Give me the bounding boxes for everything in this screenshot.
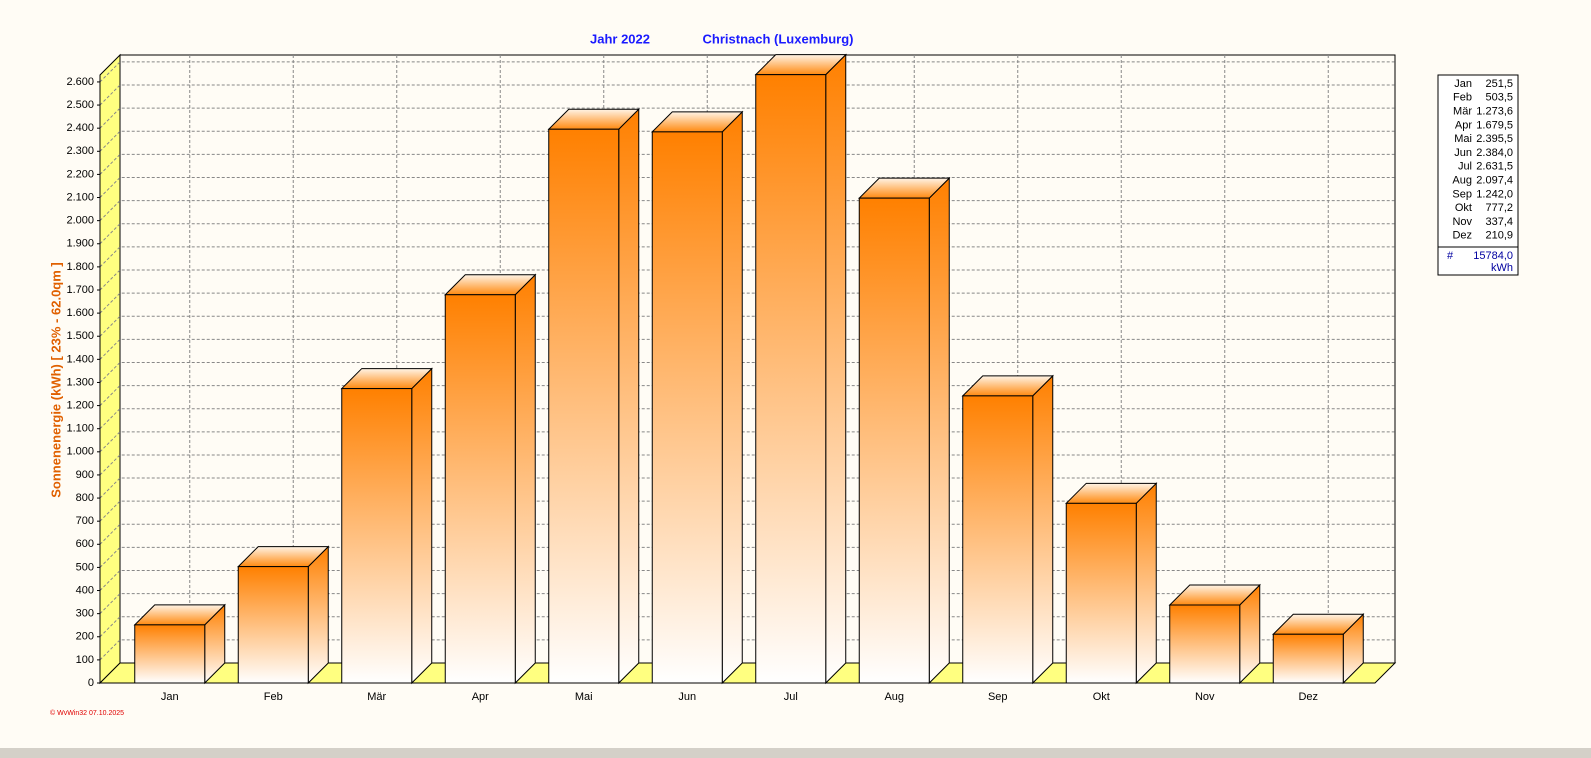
y-tick-label: 2.400 — [66, 122, 94, 134]
x-tick-label: Nov — [1195, 691, 1215, 703]
y-tick-label: 2.200 — [66, 168, 94, 180]
x-tick-label: Aug — [884, 691, 904, 703]
y-tick-label: 1.000 — [66, 446, 94, 458]
bar-side — [1032, 374, 1054, 685]
y-tick-label: 1.600 — [66, 307, 94, 319]
bar — [444, 294, 516, 684]
bar — [341, 388, 413, 684]
bar-side — [1135, 482, 1157, 685]
y-tick-label: 2.100 — [66, 191, 94, 203]
bar — [134, 624, 206, 684]
legend-value: 503,5 — [1485, 92, 1513, 104]
total-symbol: # — [1447, 250, 1454, 262]
y-tick-label: 1.300 — [66, 376, 94, 388]
y-tick-label: 900 — [76, 469, 94, 481]
bar — [962, 395, 1034, 684]
status-bar — [0, 748, 1591, 758]
bar-side — [514, 273, 536, 685]
y-axis-label: Sonnenenergie (kWh) [ 23% - 62.0qm ] — [48, 262, 63, 498]
bar — [548, 128, 620, 684]
chart-subtitle: Christnach (Luxemburg) — [703, 31, 854, 46]
legend-value: 777,2 — [1485, 202, 1513, 214]
legend-month: Sep — [1452, 188, 1472, 200]
y-tick-label: 2.600 — [66, 76, 94, 88]
legend-month: Mai — [1454, 133, 1472, 145]
y-tick-label: 400 — [76, 584, 94, 596]
total-value: 15784,0 — [1473, 250, 1513, 262]
x-tick-label: Apr — [472, 691, 489, 703]
bar — [1272, 633, 1344, 684]
legend-month: Jan — [1454, 78, 1472, 90]
bar-side — [825, 53, 847, 685]
bar — [858, 197, 930, 684]
x-tick-label: Jul — [784, 691, 798, 703]
bar-side — [307, 545, 329, 685]
legend-month: Jul — [1458, 161, 1472, 173]
legend-value: 2.631,5 — [1476, 161, 1513, 173]
y-tick-label: 2.300 — [66, 145, 94, 157]
bar — [1065, 502, 1137, 684]
y-tick-label: 0 — [88, 677, 94, 689]
bar-side — [411, 367, 433, 685]
legend-month: Apr — [1455, 119, 1472, 131]
chart-title: Jahr 2022 — [590, 31, 650, 46]
x-tick-label: Sep — [988, 691, 1008, 703]
legend-box — [1437, 74, 1519, 276]
bar-side — [721, 110, 743, 685]
x-tick-label: Feb — [264, 691, 283, 703]
y-tick-label: 1.400 — [66, 353, 94, 365]
x-tick-label: Mär — [367, 691, 386, 703]
x-tick-label: Jun — [678, 691, 696, 703]
legend-value: 337,4 — [1485, 216, 1513, 228]
x-tick-label: Mai — [575, 691, 593, 703]
y-tick-label: 300 — [76, 608, 94, 620]
y-tick-label: 700 — [76, 515, 94, 527]
total-unit: kWh — [1491, 262, 1513, 274]
legend-value: 1.679,5 — [1476, 119, 1513, 131]
y-tick-label: 1.700 — [66, 284, 94, 296]
legend-value: 251,5 — [1485, 78, 1513, 90]
y-tick-label: 2.000 — [66, 215, 94, 227]
y-tick-label: 2.500 — [66, 99, 94, 111]
bar — [1169, 604, 1241, 684]
legend-value: 210,9 — [1485, 230, 1513, 242]
legend-month: Dez — [1452, 230, 1472, 242]
legend-value: 2.395,5 — [1476, 133, 1513, 145]
bar — [651, 131, 723, 684]
y-tick-label: 100 — [76, 654, 94, 666]
x-tick-label: Okt — [1093, 691, 1110, 703]
y-tick-label: 600 — [76, 538, 94, 550]
legend-month: Aug — [1452, 175, 1472, 187]
legend-month: Nov — [1452, 216, 1472, 228]
y-tick-label: 800 — [76, 492, 94, 504]
legend-month: Okt — [1455, 202, 1472, 214]
legend-value: 2.097,4 — [1476, 175, 1513, 187]
y-tick-label: 1.100 — [66, 423, 94, 435]
y-tick-label: 500 — [76, 561, 94, 573]
bar — [237, 566, 309, 684]
bar-side — [618, 108, 640, 685]
footer: © WvWin32 07.10.2025 — [50, 709, 124, 717]
x-tick-label: Jan — [161, 691, 179, 703]
y-tick-label: 1.800 — [66, 261, 94, 273]
x-tick-label: Dez — [1298, 691, 1318, 703]
legend-month: Feb — [1453, 92, 1472, 104]
legend-month: Jun — [1454, 147, 1472, 159]
legend-value: 1.242,0 — [1476, 188, 1513, 200]
bar — [755, 74, 827, 684]
left-wall — [99, 53, 121, 685]
legend-value: 1.273,6 — [1476, 106, 1513, 118]
y-tick-label: 1.900 — [66, 238, 94, 250]
legend-month: Mär — [1453, 106, 1472, 118]
y-tick-label: 200 — [76, 631, 94, 643]
bar-side — [928, 176, 950, 685]
legend-value: 2.384,0 — [1476, 147, 1513, 159]
y-tick-label: 1.200 — [66, 399, 94, 411]
y-tick-label: 1.500 — [66, 330, 94, 342]
